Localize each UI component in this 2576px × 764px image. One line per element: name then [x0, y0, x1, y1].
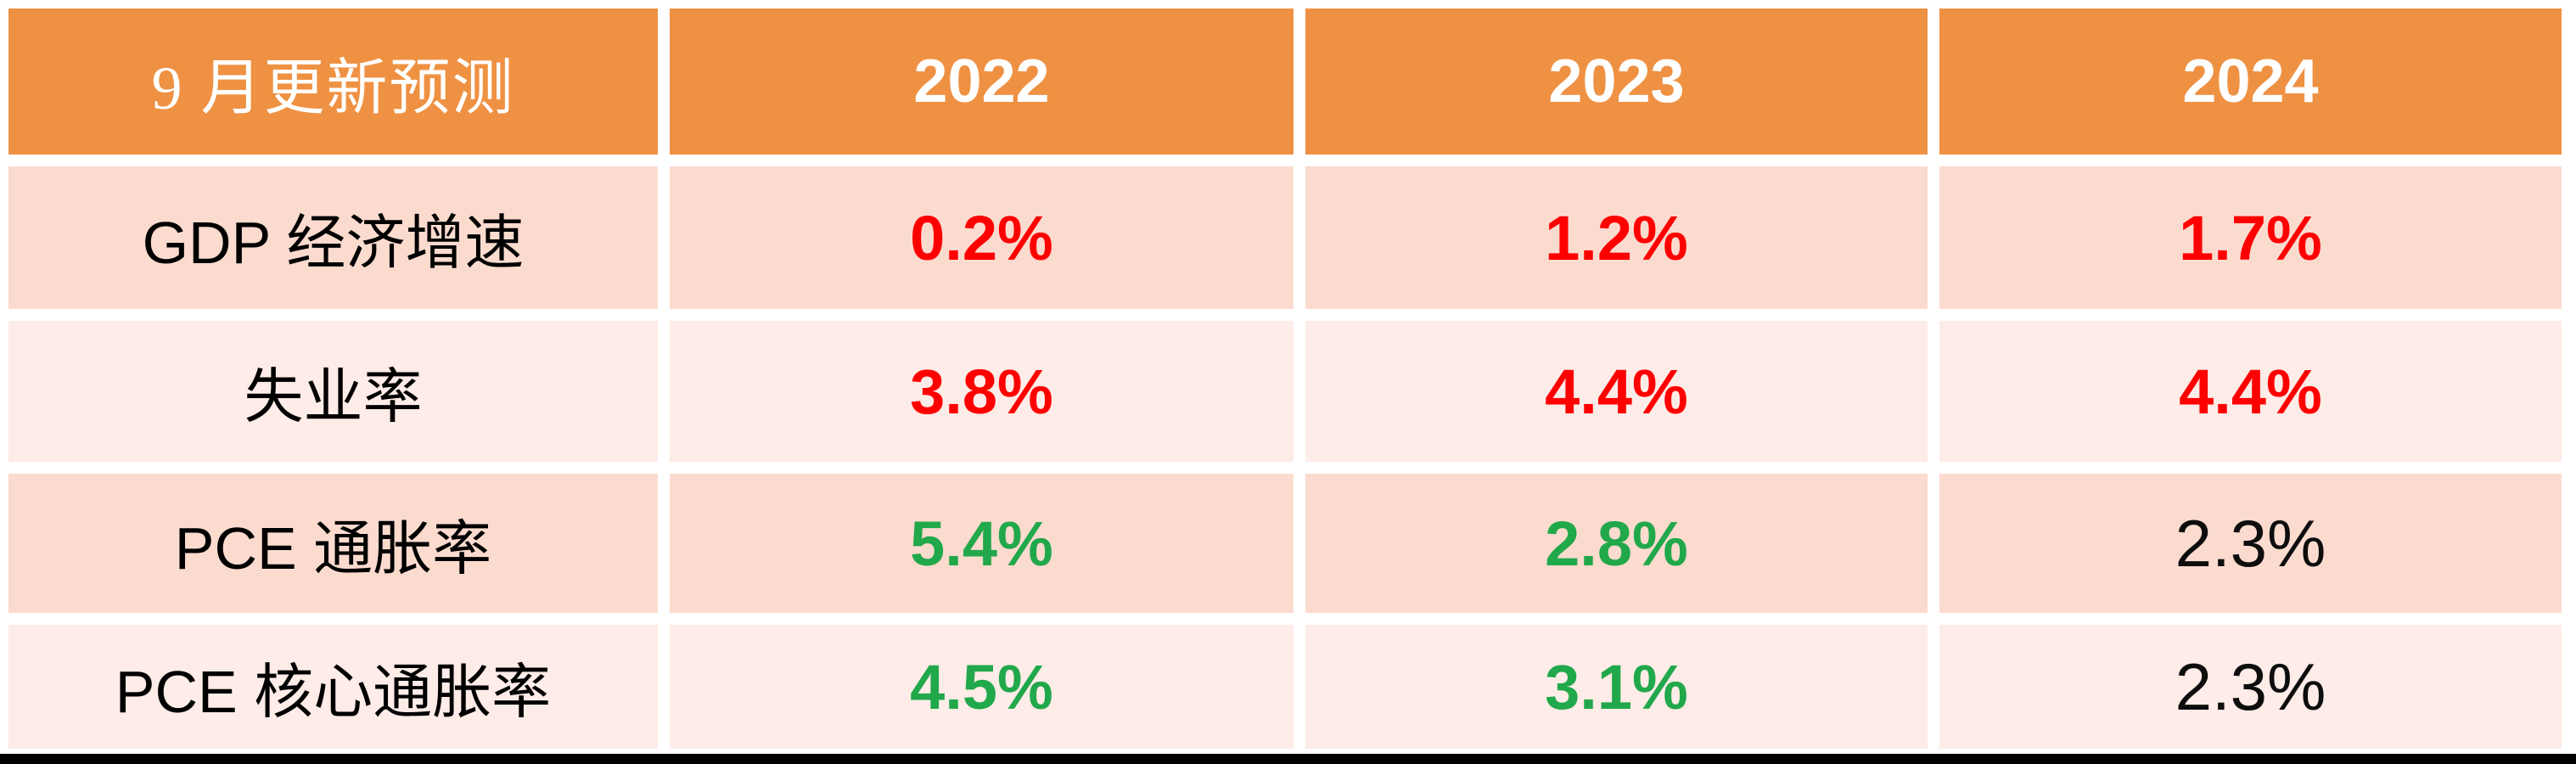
unemployment-2023-value: 4.4%: [1305, 321, 1928, 462]
row-label-pce-inflation: PCE 通胀率: [8, 474, 658, 613]
header-title-cell: 9 月更新预测: [8, 8, 658, 154]
gdp-growth-2024-value: 1.7%: [1939, 166, 2562, 309]
header-year-2022: 2022: [670, 8, 1294, 154]
pce-core-2023-value: 3.1%: [1305, 625, 1928, 749]
pce-inflation-2023-value: 2.8%: [1305, 474, 1928, 613]
header-year-2023: 2023: [1305, 8, 1928, 154]
row-label-gdp-growth: GDP 经济增速: [8, 166, 658, 309]
forecast-table: 9 月更新预测 2022 2023 2024 GDP 经济增速 0.2% 1.2…: [8, 8, 2562, 749]
pce-inflation-2024-value: 2.3%: [1939, 474, 2562, 613]
unemployment-2022-value: 3.8%: [670, 321, 1294, 462]
header-year-2024: 2024: [1939, 8, 2562, 154]
pce-core-2022-value: 4.5%: [670, 625, 1294, 749]
unemployment-2024-value: 4.4%: [1939, 321, 2562, 462]
row-label-pce-core-inflation: PCE 核心通胀率: [8, 625, 658, 749]
gdp-growth-2022-value: 0.2%: [670, 166, 1294, 309]
gdp-growth-2023-value: 1.2%: [1305, 166, 1928, 309]
pce-inflation-2022-value: 5.4%: [670, 474, 1294, 613]
pce-core-2024-value: 2.3%: [1939, 625, 2562, 749]
row-label-unemployment-rate: 失业率: [8, 321, 658, 462]
bottom-border-bar: [0, 754, 2576, 764]
